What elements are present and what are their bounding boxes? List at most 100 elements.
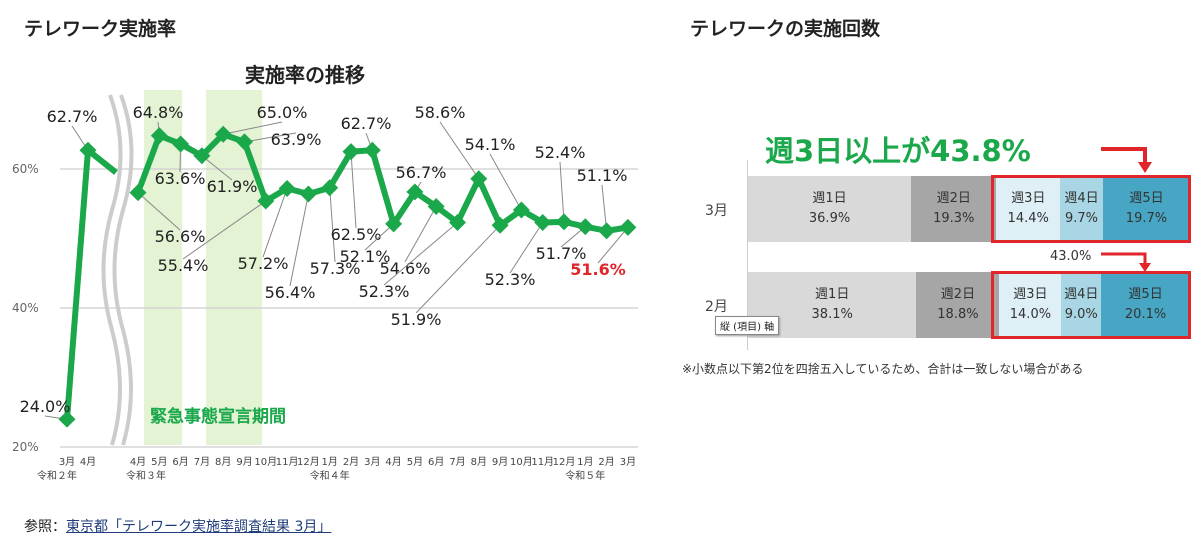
leader-line: [201, 155, 233, 181]
data-label: 52.4%: [535, 143, 586, 162]
data-point: [406, 183, 424, 201]
leader-line: [350, 151, 357, 229]
y-tick-label: 40%: [12, 301, 39, 315]
axis-tooltip: 縦 (項目) 軸: [715, 316, 780, 335]
data-point: [576, 218, 594, 236]
segment-name: 週2日: [936, 191, 971, 206]
segment-name: 週3日: [1011, 191, 1046, 206]
x-tick-label: 6月: [428, 456, 444, 468]
segment-value: 20.1%: [1124, 307, 1167, 322]
highlight-box-february: [991, 271, 1191, 339]
emergency-period-label: 緊急事態宣言期間: [150, 406, 286, 427]
data-label: 62.5%: [331, 225, 382, 244]
category-label: 3月: [705, 203, 728, 219]
reference-link[interactable]: 東京都「テレワーク実施率調査結果 3月」: [66, 519, 332, 535]
data-label: 24.0%: [20, 397, 71, 416]
segment-name: 週4日: [1064, 191, 1099, 206]
segment-name: 週1日: [812, 191, 847, 206]
data-label: 58.6%: [415, 103, 466, 122]
data-point: [278, 179, 296, 197]
data-point: [129, 184, 147, 202]
data-point: [342, 143, 360, 161]
x-tick-label: 1月: [577, 456, 593, 468]
leader-line: [415, 224, 501, 314]
bar-segment: 週5日 19.7%: [1102, 176, 1190, 242]
leader-line: [559, 161, 565, 222]
x-tick-label: 3月: [364, 456, 380, 468]
bar-segment: 週4日 9.0%: [1061, 272, 1102, 338]
x-tick-label: 7月: [194, 456, 210, 468]
bar-segment: 週3日 14.4%: [996, 176, 1061, 242]
emergency-period-band: [206, 90, 262, 445]
reference: 参照：東京都「テレワーク実施率調査結果 3月」: [24, 516, 331, 536]
category-label: 2月: [705, 299, 728, 315]
data-label: 63.9%: [271, 130, 322, 149]
segment-value: 36.9%: [808, 211, 851, 226]
segment-value: 38.1%: [811, 307, 853, 322]
x-tick-label: 3月: [59, 456, 75, 468]
x-tick-label: 11月: [531, 456, 554, 468]
x-tick-label: 5月: [407, 456, 423, 468]
x-tick-label: 9月: [492, 456, 508, 468]
segment-name: 週5日: [1129, 191, 1164, 206]
right-heading: テレワークの実施回数: [690, 18, 881, 40]
segment-value: 9.7%: [1064, 211, 1098, 226]
bar-segment: 週3日 14.0%: [999, 272, 1062, 338]
y-tick-label: 20%: [12, 440, 39, 454]
data-point: [512, 201, 530, 219]
segment-name: 週4日: [1064, 287, 1099, 302]
year-label: 令和５年: [565, 469, 605, 482]
data-point: [79, 141, 97, 159]
bar-segment: 週4日 9.7%: [1060, 176, 1103, 242]
year-label: 令和２年: [37, 469, 77, 482]
bar-segment: 週2日 19.3%: [911, 176, 997, 242]
data-label: 51.1%: [577, 166, 628, 185]
previous-total: 43.0%: [1050, 249, 1092, 264]
data-label: 55.4%: [158, 256, 209, 275]
data-label: 52.3%: [359, 282, 410, 301]
segment-value: 19.7%: [1125, 211, 1168, 226]
data-point: [172, 135, 190, 153]
bar-chart-title: 週3日以上が43.8%: [765, 134, 1031, 168]
leader-line: [383, 222, 458, 286]
x-tick-label: 4月: [130, 456, 146, 468]
leader-line: [597, 227, 629, 264]
data-label: 54.1%: [465, 135, 516, 154]
data-point: [555, 213, 573, 231]
segment-name: 週1日: [815, 287, 850, 302]
x-tick-label: 8月: [215, 456, 231, 468]
x-tick-label: 12月: [297, 456, 320, 468]
axis-break-icon: [112, 94, 134, 446]
data-label: 56.4%: [265, 283, 316, 302]
leader-line: [182, 200, 267, 260]
data-point: [449, 214, 466, 232]
data-point: [299, 185, 317, 203]
data-label: 56.6%: [155, 227, 206, 246]
data-point: [321, 179, 339, 197]
x-tick-label: 10月: [510, 456, 533, 468]
leader-line: [262, 188, 288, 258]
series-line: [64, 144, 118, 420]
segment-value: 14.4%: [1007, 211, 1049, 226]
arrow-icon: [1101, 147, 1152, 173]
x-tick-label: 1月: [322, 456, 338, 468]
data-label: 57.3%: [310, 259, 361, 278]
y-tick-label: 60%: [12, 162, 39, 176]
segment-name: 週2日: [940, 287, 976, 302]
data-label: 57.2%: [238, 254, 289, 273]
x-tick-label: 5月: [151, 456, 167, 468]
arrow-icon: [1101, 252, 1151, 272]
reference-prefix: 参照：: [24, 519, 66, 535]
data-point: [598, 222, 616, 240]
segment-value: 9.0%: [1064, 307, 1098, 322]
category-axis: [747, 160, 748, 350]
data-label: 51.7%: [536, 244, 587, 263]
data-label: 63.6%: [155, 169, 206, 188]
data-point: [363, 141, 381, 159]
leader-line: [404, 206, 437, 263]
x-tick-label: 2月: [598, 456, 614, 468]
data-label: 62.7%: [47, 107, 98, 126]
data-label: 51.6%: [570, 260, 626, 279]
data-label: 52.3%: [485, 270, 536, 289]
